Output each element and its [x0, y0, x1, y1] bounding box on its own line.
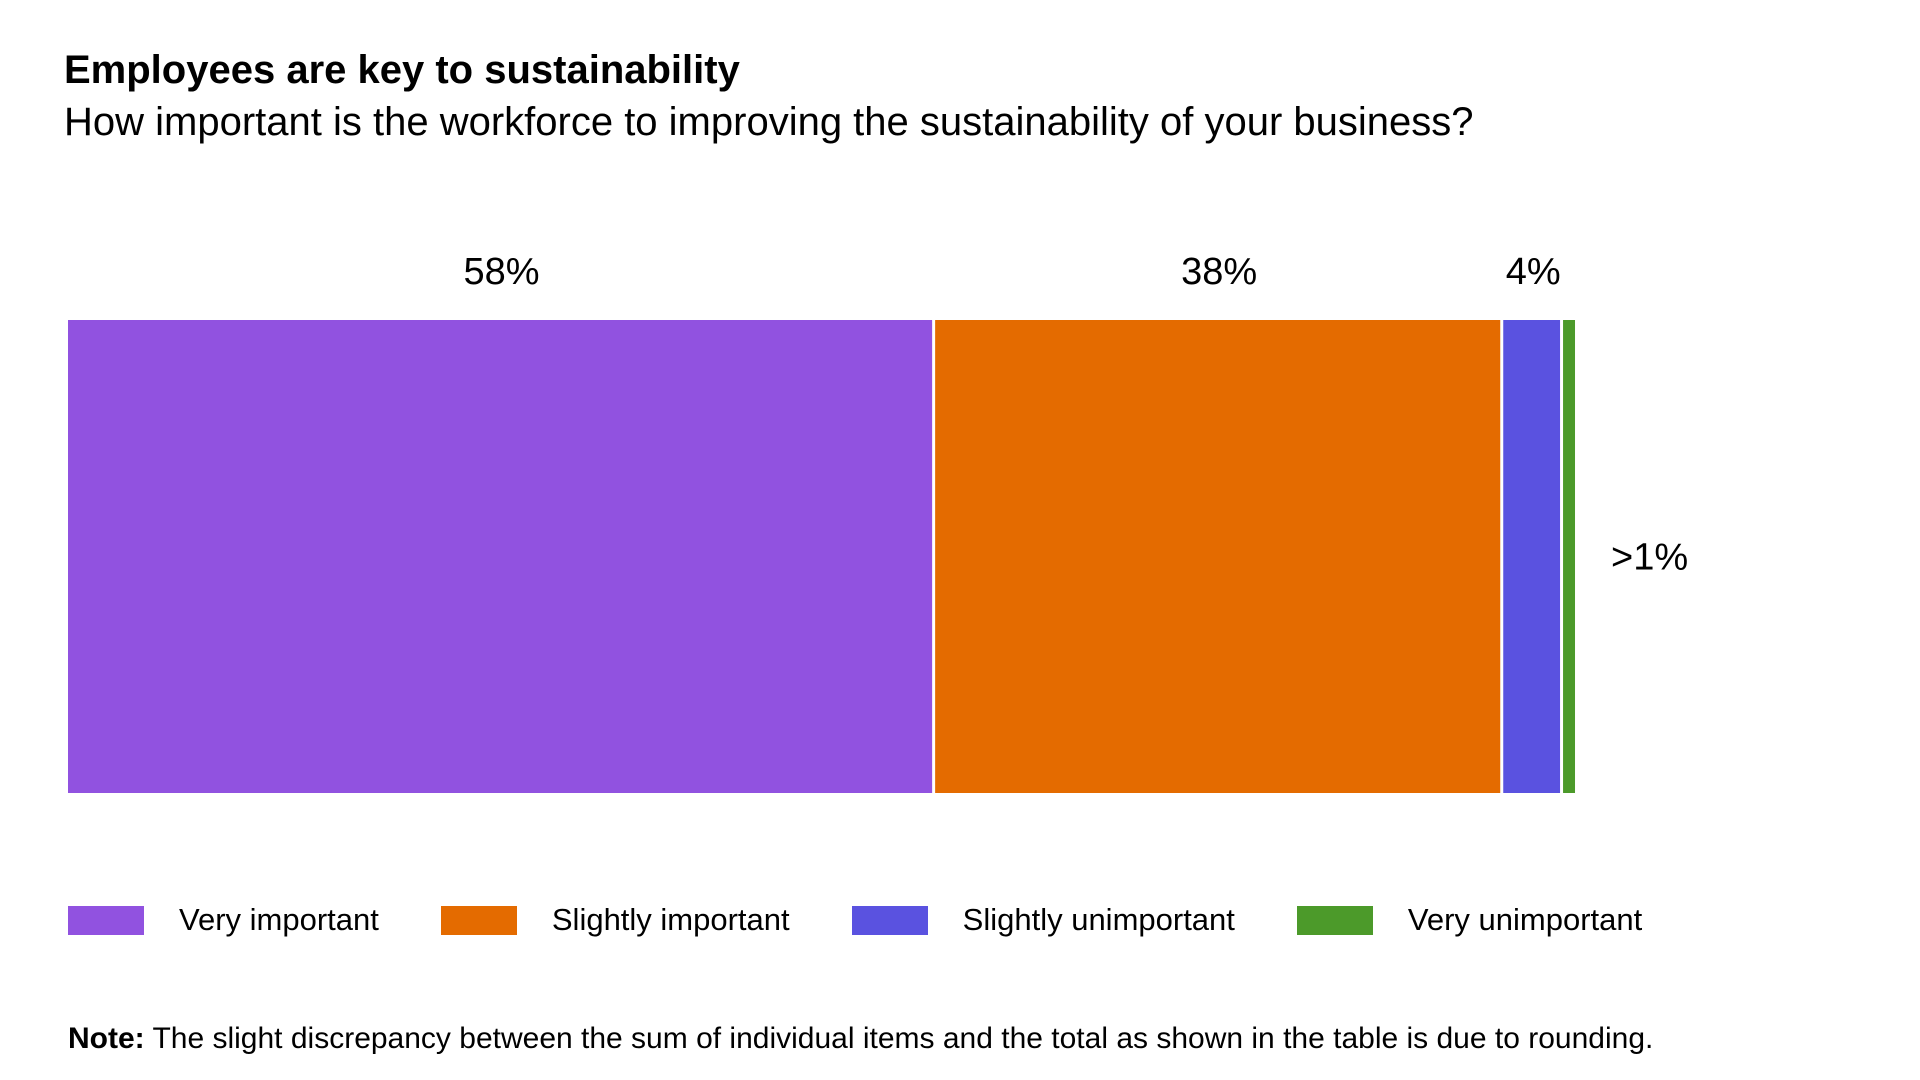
legend-label: Very unimportant [1407, 902, 1643, 937]
data-label: 38% [1181, 251, 1257, 293]
legend-swatch [68, 905, 144, 935]
data-label: 58% [464, 251, 540, 293]
bar-segment-slightly-unimportant [1503, 320, 1561, 793]
legend-swatch [440, 905, 517, 935]
legend-label: Very important [179, 902, 379, 937]
note-text: The slight discrepancy between the sum o… [144, 1022, 1654, 1055]
legend-label: Slightly important [551, 902, 790, 937]
chart-legend: Very important Slightly important Slight… [68, 902, 1704, 938]
bar-segment-very-unimportant [1563, 320, 1576, 793]
stacked-bar-chart: 58% 38% 4% >1% [68, 251, 1688, 793]
legend-label: Slightly unimportant [962, 902, 1235, 937]
footnote: Note: The slight discrepancy between the… [68, 1022, 1653, 1056]
legend-item-slightly-important: Slightly important [440, 902, 790, 938]
data-label: >1% [1611, 537, 1688, 579]
chart-title: Employees are key to sustainability [64, 48, 740, 92]
bar-segment-very-important [68, 320, 933, 793]
bar-segment-slightly-important [935, 320, 1501, 793]
chart-subtitle: How important is the workforce to improv… [64, 100, 1474, 144]
legend-item-slightly-unimportant: Slightly unimportant [851, 902, 1235, 938]
legend-item-very-important: Very important [68, 902, 379, 938]
legend-swatch [1296, 905, 1373, 935]
legend-item-very-unimportant: Very unimportant [1296, 902, 1643, 938]
note-prefix: Note: [68, 1022, 145, 1055]
legend-swatch [851, 905, 928, 935]
data-label: 4% [1506, 251, 1561, 293]
